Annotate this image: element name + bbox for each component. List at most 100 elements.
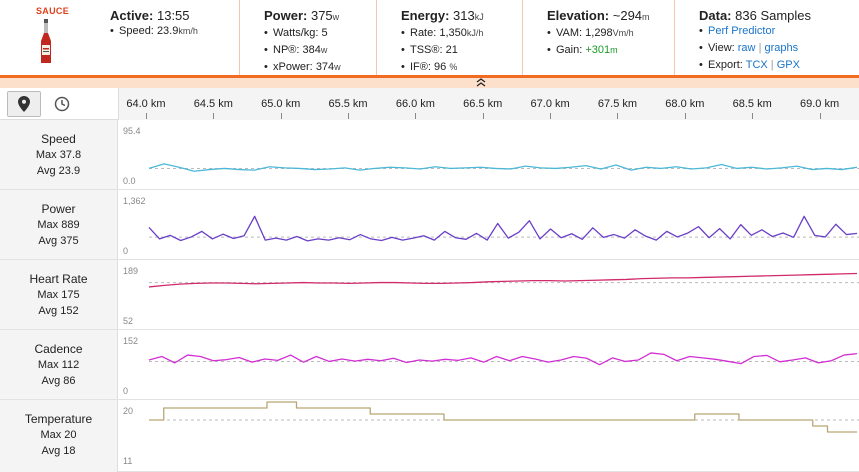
elevation-title: Elevation: ~294m [547,8,650,23]
energy-stat-group: Energy: 313kJ • Rate: 1,350kJ/h • TSS®: 21… [377,0,523,75]
perf-predictor-link[interactable]: Perf Predictor [708,25,776,37]
export-gpx-link[interactable]: GPX [776,59,800,71]
heart_rate-series-line [148,272,858,288]
x-tick-label: 69.0 km [800,98,840,110]
x-tick-mark [684,113,686,119]
x-tick-label: 67.5 km [597,98,638,110]
distance-x-axis: 64.0 km 64.5 km 65.0 km 65.5 km 66.0 km 66.5 … [118,88,859,120]
clock-icon[interactable] [45,91,79,117]
speed-plot-svg [148,163,859,172]
metric-avg: Avg 23.9 [36,165,81,177]
x-tick-label: 65.5 km [328,98,368,110]
x-tick-mark [280,113,282,119]
elevation-gain-row: • Gain: +301m [547,44,618,56]
power-plot-svg [148,215,859,242]
view-raw-link[interactable]: raw [737,42,756,54]
energy-if-row: • IF®: 96 % [401,61,458,73]
x-tick-mark [752,113,754,119]
metric-row-heart-rate: Heart Rate Max 175 Avg 152 189 52 [0,260,859,330]
x-tick-label: 64.0 km [126,98,166,110]
x-tick-label: 65.0 km [261,98,301,110]
metric-max: Max 889 [37,219,80,231]
export-row: • Export: TCX | GPX [699,59,800,71]
metric-avg: Avg 86 [41,375,76,387]
power-wkg-row: • Watts/kg: 5 [264,27,328,39]
x-tick-mark [415,113,417,119]
metric-label-speed: Speed Max 37.8 Avg 23.9 [0,120,118,189]
x-tick-label: 67.0 km [530,98,570,110]
y-max-label: 1,362 [123,196,146,206]
metric-row-cadence: Cadence Max 112 Avg 86 152 0 [0,330,859,400]
y-max-label: 20 [123,406,134,416]
metric-name: Cadence [34,342,83,356]
energy-tss-row: • TSS®: 21 [401,44,458,56]
x-tick-label: 66.0 km [395,98,435,110]
y-min-label: 11 [123,456,133,466]
data-stat-group: Data: 836 Samples • Perf Predictor • View:… [675,0,859,75]
metric-label-temperature: Temperature Max 20 Avg 18 [0,400,118,472]
active-stat-group: Active: 13:55 • Speed: 23.9km/h [105,0,240,75]
metric-label-power: Power Max 889 Avg 375 [0,190,118,259]
x-tick-mark [550,113,552,119]
metric-avg: Avg 375 [38,235,79,247]
power-stat-group: Power: 375w • Watts/kg: 5 • NP®: 384w • xPo… [240,0,377,75]
y-min-label: 52 [123,316,134,326]
heart_rate-plot-svg [148,272,859,288]
x-tick-mark [145,113,147,119]
x-tick-label: 64.5 km [193,98,233,110]
y-max-label: 152 [123,336,139,346]
power-chart[interactable]: 1,362 0 [119,190,859,259]
metric-max: Max 112 [37,359,80,371]
metric-label-cadence: Cadence Max 112 Avg 86 [0,330,118,399]
y-min-label: 0 [123,246,129,256]
y-max-label: 95.4 [123,126,141,136]
map-pin-icon[interactable] [7,91,41,117]
active-speed-row: • Speed: 23.9km/h [110,25,198,37]
cadence-chart[interactable]: 152 0 [119,330,859,399]
metric-name: Heart Rate [29,272,88,286]
view-graphs-link[interactable]: graphs [764,42,799,54]
metric-avg: Avg 152 [38,305,79,317]
x-tick-label: 66.5 km [463,98,503,110]
temperature-chart[interactable]: 20 11 [119,400,859,469]
perf-predictor-row: • Perf Predictor [699,25,776,37]
data-title: Data: 836 Samples [699,8,812,23]
x-tick-mark [213,113,215,119]
metric-max: Max 20 [40,429,77,441]
energy-rate-row: • Rate: 1,350kJ/h [401,27,484,39]
metric-name: Temperature [24,412,93,426]
stats-header: SAUCE Active: 13:55 • Speed: 23.9km/h Pow… [0,0,859,75]
sauce-logo: SAUCE [0,0,105,75]
metric-avg: Avg 18 [41,445,76,457]
collapse-chevron-icon[interactable] [475,78,487,88]
x-tick-label: 68.0 km [665,98,705,110]
temperature-series-line [149,401,857,433]
metric-name: Power [41,202,76,216]
active-value: 13:55 [156,8,190,23]
metric-row-power: Power Max 889 Avg 375 1,362 0 [0,190,859,260]
x-tick-mark [348,113,350,119]
collapse-bar[interactable] [0,75,859,88]
cadence-plot-svg [148,352,859,366]
y-min-label: 0.0 [123,176,136,186]
speed-series-line [148,163,858,172]
active-title: Active: 13:55 [110,8,190,23]
energy-title: Energy: 313kJ [401,8,484,23]
x-tick-mark [819,113,821,119]
x-tick-label: 68.5 km [732,98,772,110]
temperature-plot-svg [149,401,859,433]
export-tcx-link[interactable]: TCX [745,59,768,71]
metric-max: Max 37.8 [35,149,82,161]
elevation-gain-value: +301m [585,44,618,56]
y-max-label: 189 [123,266,139,276]
elevation-vam-row: • VAM: 1,298Vm/h [547,27,634,39]
metric-row-temperature: Temperature Max 20 Avg 18 20 11 [0,400,859,472]
logo-text: SAUCE [36,6,70,16]
power-xpower-row: • xPower: 374w [264,61,341,73]
heart-rate-chart[interactable]: 189 52 [119,260,859,329]
x-tick-mark [482,113,484,119]
metric-rows: Speed Max 37.8 Avg 23.9 95.4 0.0 Power M… [0,120,859,472]
cadence-series-line [148,352,858,366]
speed-chart[interactable]: 95.4 0.0 [119,120,859,189]
y-min-label: 0 [123,386,129,396]
